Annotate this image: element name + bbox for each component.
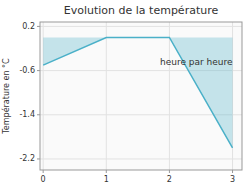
x-tick: [169, 170, 170, 173]
y-tick: [37, 26, 40, 27]
y-tick-label: -1.4: [19, 110, 35, 119]
data-marks: [43, 37, 232, 147]
annotation: heure par heure: [160, 57, 233, 67]
y-tick-label: -0.6: [19, 66, 35, 75]
y-tick-label: -2.2: [19, 154, 35, 163]
chart: 0.2 -0.6 -1.4 -2.2 0 1 2 3 Evolution de la tempé…: [0, 0, 250, 188]
x-tick-label: 2: [167, 175, 172, 184]
x-tick-label: 3: [230, 175, 235, 184]
y-tick: [37, 114, 40, 115]
title: Evolution de la température: [64, 4, 219, 17]
grid: [40, 22, 242, 170]
grid-line-x: [169, 22, 170, 170]
plot-frame: [40, 22, 242, 170]
x-tick-label: 0: [41, 175, 46, 184]
x-tick: [232, 170, 233, 173]
area-line: [43, 37, 232, 147]
x-tick-label: 1: [104, 175, 109, 184]
grid-line-y: [40, 114, 242, 115]
y-tick: [37, 70, 40, 71]
x-tick: [106, 170, 107, 173]
y-tick: [37, 158, 40, 159]
grid-line-y: [40, 158, 242, 159]
plot-background: [40, 22, 242, 170]
x-tick: [43, 170, 44, 173]
grid-line-y: [40, 26, 242, 27]
y-tick-label: 0.2: [22, 22, 35, 31]
y-axis-label: Température en °C: [1, 58, 11, 135]
chart-container: 0.2 -0.6 -1.4 -2.2 0 1 2 3 Evolution de la tempé…: [0, 0, 250, 188]
area-fill: [43, 37, 232, 147]
grid-line-x: [106, 22, 107, 170]
